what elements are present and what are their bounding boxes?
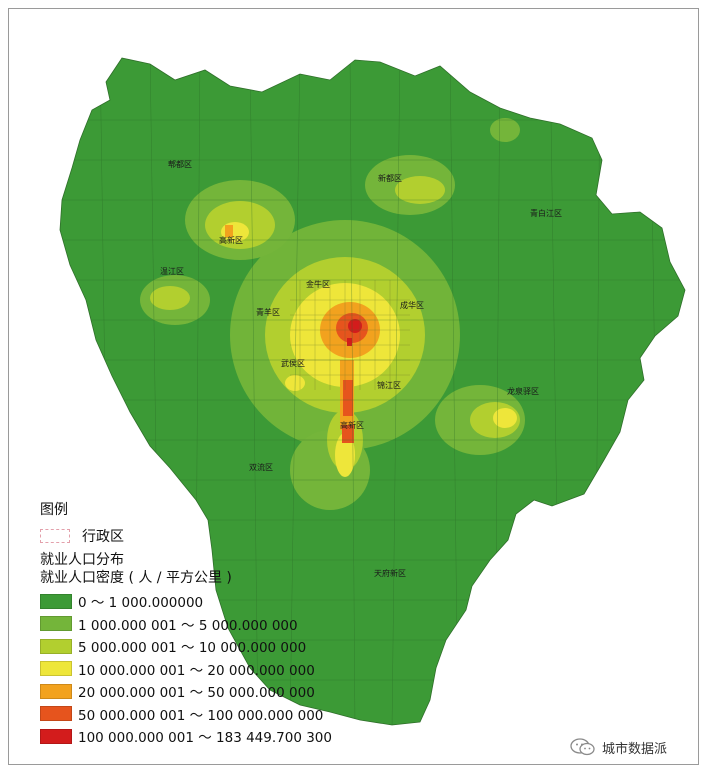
district-label: 郫都区 — [168, 160, 192, 169]
district-label: 天府新区 — [374, 569, 406, 578]
district-label: 青羊区 — [256, 308, 280, 317]
watermark-text: 城市数据派 — [602, 741, 668, 757]
legend-class-row: 0 ～ 1 000.000000 — [38, 590, 378, 613]
class-label: 0 ～ 1 000.000000 — [78, 595, 204, 612]
class-swatch — [40, 728, 72, 744]
class-swatch — [40, 661, 72, 677]
legend-class-list: 0 ～ 1 000.000000 1 000.000 001 ～ 5 000.0… — [38, 590, 378, 748]
district-label: 新都区 — [378, 174, 402, 183]
legend-class-row: 1 000.000 001 ～ 5 000.000 000 — [38, 613, 378, 636]
district-label: 高新区 — [340, 421, 364, 430]
district-label: 温江区 — [160, 267, 184, 276]
class-swatch — [40, 638, 72, 654]
district-label: 武侯区 — [281, 359, 305, 368]
district-label: 高新区 — [219, 236, 243, 245]
district-label: 成华区 — [400, 301, 424, 310]
admin-boundary-label: 行政区 — [82, 529, 124, 545]
class-swatch — [40, 683, 72, 699]
class-swatch — [40, 593, 72, 609]
class-label: 50 000.000 001 ～ 100 000.000 000 — [78, 707, 324, 724]
field-title: 就业人口密度 ( 人 / 平方公里 ) — [40, 570, 232, 586]
class-label: 10 000.000 001 ～ 20 000.000 000 — [78, 662, 315, 679]
class-swatch — [40, 616, 72, 632]
legend-class-row: 20 000.000 001 ～ 50 000.000 000 — [38, 680, 378, 703]
district-label: 龙泉驿区 — [507, 387, 539, 396]
class-label: 100 000.000 001 ～ 183 449.700 300 — [78, 730, 332, 747]
watermark: 城市数据派 — [570, 737, 667, 757]
class-label: 5 000.000 001 ～ 10 000.000 000 — [78, 640, 307, 657]
legend-class-row: 50 000.000 001 ～ 100 000.000 000 — [38, 703, 378, 726]
wechat-icon — [570, 738, 595, 756]
legend-class-row: 10 000.000 001 ～ 20 000.000 000 — [38, 658, 378, 681]
class-swatch — [40, 706, 72, 722]
admin-boundary-swatch — [40, 529, 70, 543]
class-label: 1 000.000 001 ～ 5 000.000 000 — [78, 617, 298, 634]
legend-class-row: 100 000.000 001 ～ 183 449.700 300 — [38, 725, 378, 748]
legend-title: 图例 — [40, 502, 68, 518]
class-label: 20 000.000 001 ～ 50 000.000 000 — [78, 685, 315, 702]
legend-admin-row: 行政区 — [38, 525, 378, 547]
layer-title: 就业人口分布 — [40, 552, 124, 568]
map-legend: 图例 行政区 就业人口分布 就业人口密度 ( 人 / 平方公里 ) 0 ～ 1 … — [38, 499, 378, 748]
district-label: 双流区 — [249, 463, 273, 472]
district-label: 金牛区 — [306, 280, 330, 289]
district-label: 青白江区 — [530, 209, 562, 218]
district-label: 锦江区 — [377, 381, 401, 390]
legend-class-row: 5 000.000 001 ～ 10 000.000 000 — [38, 635, 378, 658]
